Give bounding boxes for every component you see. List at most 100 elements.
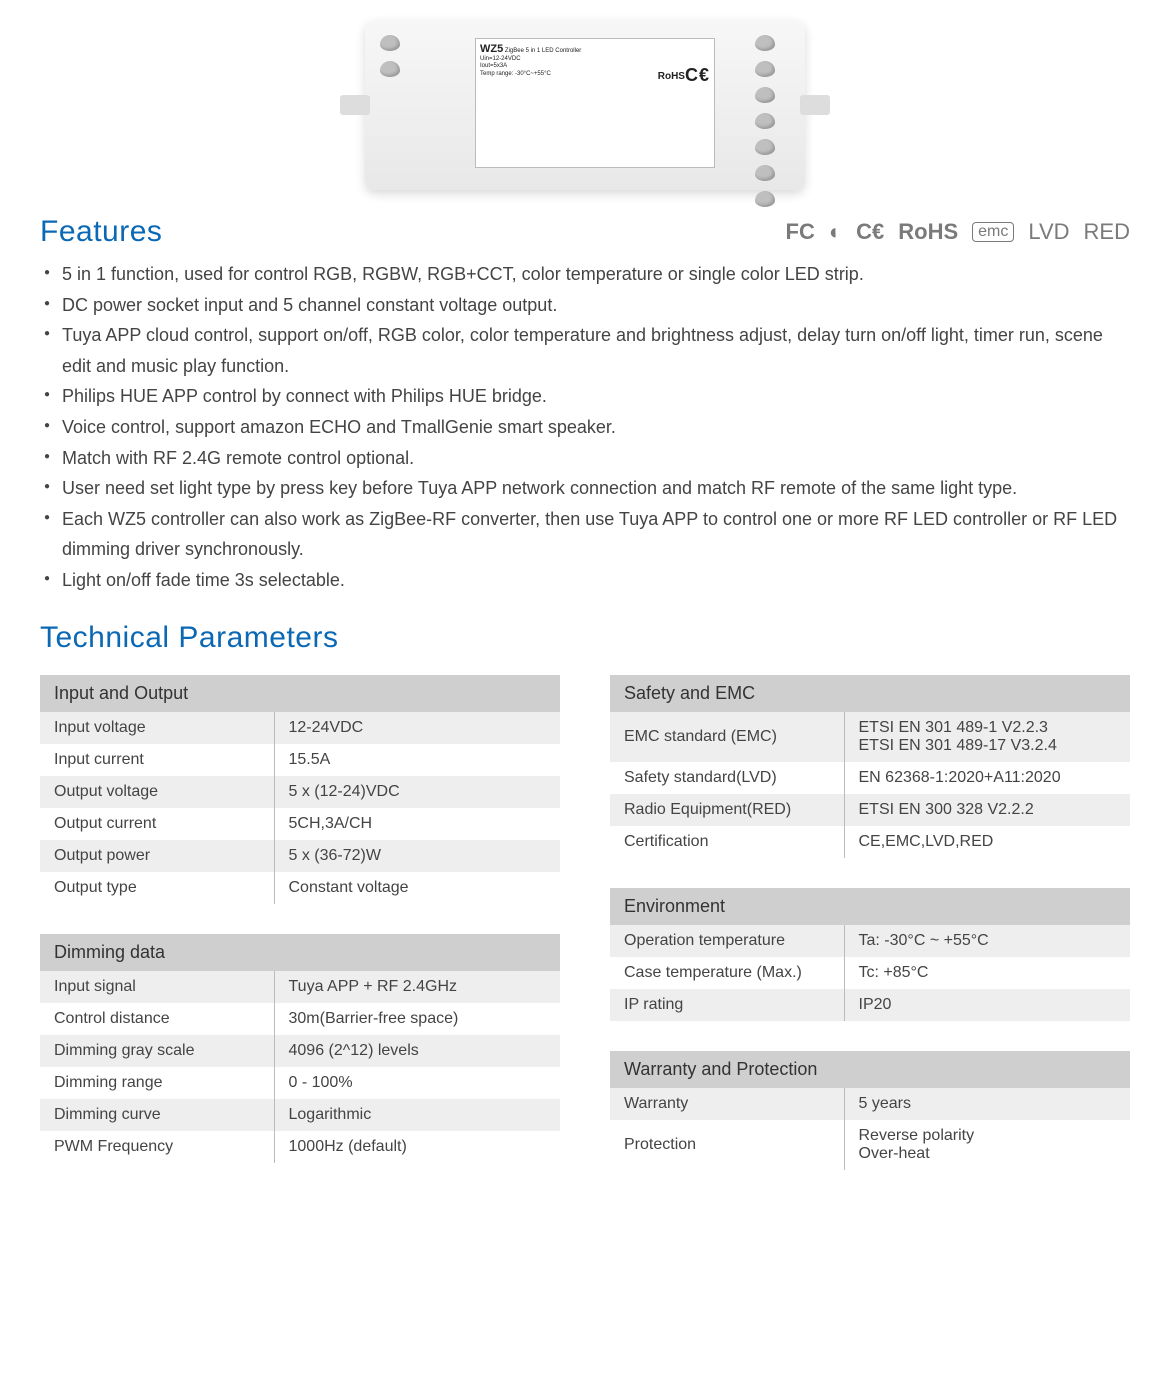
feature-item: Voice control, support amazon ECHO and T… — [40, 412, 1130, 443]
table-cell: Logarithmic — [274, 1099, 560, 1131]
feature-item: Philips HUE APP control by connect with … — [40, 381, 1130, 412]
feature-item: 5 in 1 function, used for control RGB, R… — [40, 259, 1130, 290]
table-row: Warranty5 years — [610, 1088, 1130, 1120]
feature-item: Tuya APP cloud control, support on/off, … — [40, 320, 1130, 381]
table-cell: Output voltage — [40, 776, 274, 808]
dimming-table: Dimming dataInput signalTuya APP + RF 2.… — [40, 934, 560, 1163]
table-row: Input signalTuya APP + RF 2.4GHz — [40, 971, 560, 1003]
table-cell: 5CH,3A/CH — [274, 808, 560, 840]
table-row: Safety standard(LVD)EN 62368-1:2020+A11:… — [610, 762, 1130, 794]
table-cell: Certification — [610, 826, 844, 858]
product-label: WZ5 ZigBee 5 in 1 LED Controller Uin=12-… — [475, 38, 715, 168]
tech-columns: Input and OutputInput voltage12-24VDCInp… — [40, 675, 1130, 1170]
table-row: CertificationCE,EMC,LVD,RED — [610, 826, 1130, 858]
table-cell: 5 x (12-24)VDC — [274, 776, 560, 808]
table-cell: Operation temperature — [610, 925, 844, 957]
table-row: Case temperature (Max.)Tc: +85°C — [610, 957, 1130, 989]
table-cell: 5 x (36-72)W — [274, 840, 560, 872]
table-cell: Ta: -30°C ~ +55°C — [844, 925, 1130, 957]
table-cell: Output type — [40, 872, 274, 904]
table-cell: 4096 (2^12) levels — [274, 1035, 560, 1067]
product-vin: Uin=12-24VDC — [480, 56, 521, 62]
table-cell: EN 62368-1:2020+A11:2020 — [844, 762, 1130, 794]
table-cell: CE,EMC,LVD,RED — [844, 826, 1130, 858]
certifications-row: FC ◐ C€ RoHS emc LVD RED — [786, 219, 1131, 245]
table-cell: ETSI EN 301 489-1 V2.2.3 ETSI EN 301 489… — [844, 712, 1130, 762]
product-model: WZ5 — [480, 43, 503, 55]
table-cell: Reverse polarity Over-heat — [844, 1120, 1130, 1170]
cert-ce: C€ — [856, 219, 884, 245]
table-cell: Dimming gray scale — [40, 1035, 274, 1067]
table-title: Safety and EMC — [610, 675, 1130, 712]
features-header-row: Features FC ◐ C€ RoHS emc LVD RED — [40, 215, 1130, 249]
table-cell: Input signal — [40, 971, 274, 1003]
feature-item: User need set light type by press key be… — [40, 473, 1130, 504]
table-row: Radio Equipment(RED)ETSI EN 300 328 V2.2… — [610, 794, 1130, 826]
table-cell: PWM Frequency — [40, 1131, 274, 1163]
table-cell: Control distance — [40, 1003, 274, 1035]
table-cell: Output current — [40, 808, 274, 840]
features-list: 5 in 1 function, used for control RGB, R… — [40, 259, 1130, 596]
table-row: Output power5 x (36-72)W — [40, 840, 560, 872]
product-subtitle: ZigBee 5 in 1 LED Controller — [505, 48, 581, 54]
table-cell: Dimming range — [40, 1067, 274, 1099]
feature-item: Each WZ5 controller can also work as Zig… — [40, 504, 1130, 565]
feature-item: Light on/off fade time 3s selectable. — [40, 565, 1130, 596]
product-image: WZ5 ZigBee 5 in 1 LED Controller Uin=12-… — [365, 20, 805, 190]
table-cell: Constant voltage — [274, 872, 560, 904]
table-row: Dimming gray scale4096 (2^12) levels — [40, 1035, 560, 1067]
right-terminals — [755, 35, 790, 207]
table-cell: 5 years — [844, 1088, 1130, 1120]
table-cell: IP rating — [610, 989, 844, 1021]
table-cell: Protection — [610, 1120, 844, 1170]
table-cell: Radio Equipment(RED) — [610, 794, 844, 826]
left-terminals — [380, 35, 415, 77]
product-temp: Temp range: -30°C~+55°C — [480, 71, 551, 77]
feature-item: Match with RF 2.4G remote control option… — [40, 443, 1130, 474]
io-table: Input and OutputInput voltage12-24VDCInp… — [40, 675, 560, 904]
table-row: Output typeConstant voltage — [40, 872, 560, 904]
left-column: Input and OutputInput voltage12-24VDCInp… — [40, 675, 560, 1170]
features-heading: Features — [40, 215, 162, 249]
right-column: Safety and EMCEMC standard (EMC)ETSI EN … — [610, 675, 1130, 1170]
cert-circle: ◐ — [829, 219, 842, 245]
feature-item: DC power socket input and 5 channel cons… — [40, 290, 1130, 321]
table-row: Output voltage5 x (12-24)VDC — [40, 776, 560, 808]
tech-heading: Technical Parameters — [40, 621, 1130, 655]
table-row: IP ratingIP20 — [610, 989, 1130, 1021]
warranty-table: Warranty and ProtectionWarranty5 yearsPr… — [610, 1051, 1130, 1170]
table-row: EMC standard (EMC)ETSI EN 301 489-1 V2.2… — [610, 712, 1130, 762]
cert-rohs: RoHS — [898, 219, 958, 245]
product-image-area: WZ5 ZigBee 5 in 1 LED Controller Uin=12-… — [40, 20, 1130, 195]
table-cell: Input voltage — [40, 712, 274, 744]
table-row: Output current5CH,3A/CH — [40, 808, 560, 840]
table-row: Dimming curveLogarithmic — [40, 1099, 560, 1131]
table-title: Dimming data — [40, 934, 560, 971]
product-iout: Iout=5x3A — [480, 63, 507, 69]
table-cell: IP20 — [844, 989, 1130, 1021]
cert-fc: FC — [786, 219, 815, 245]
table-row: Input voltage12-24VDC — [40, 712, 560, 744]
table-cell: 30m(Barrier-free space) — [274, 1003, 560, 1035]
table-cell: Case temperature (Max.) — [610, 957, 844, 989]
env-table: EnvironmentOperation temperatureTa: -30°… — [610, 888, 1130, 1021]
table-title: Input and Output — [40, 675, 560, 712]
table-title: Environment — [610, 888, 1130, 925]
table-cell: 15.5A — [274, 744, 560, 776]
cert-lvd: LVD — [1028, 219, 1069, 245]
cert-emc: emc — [972, 222, 1014, 242]
ce-mark: C€ — [685, 65, 710, 87]
rohs-mark: RoHS — [658, 71, 685, 83]
table-row: Control distance30m(Barrier-free space) — [40, 1003, 560, 1035]
table-row: ProtectionReverse polarity Over-heat — [610, 1120, 1130, 1170]
table-row: Input current15.5A — [40, 744, 560, 776]
table-cell: Output power — [40, 840, 274, 872]
table-cell: 0 - 100% — [274, 1067, 560, 1099]
table-cell: Tuya APP + RF 2.4GHz — [274, 971, 560, 1003]
table-cell: Input current — [40, 744, 274, 776]
table-row: PWM Frequency1000Hz (default) — [40, 1131, 560, 1163]
table-row: Dimming range0 - 100% — [40, 1067, 560, 1099]
table-title: Warranty and Protection — [610, 1051, 1130, 1088]
table-cell: EMC standard (EMC) — [610, 712, 844, 762]
table-cell: 12-24VDC — [274, 712, 560, 744]
